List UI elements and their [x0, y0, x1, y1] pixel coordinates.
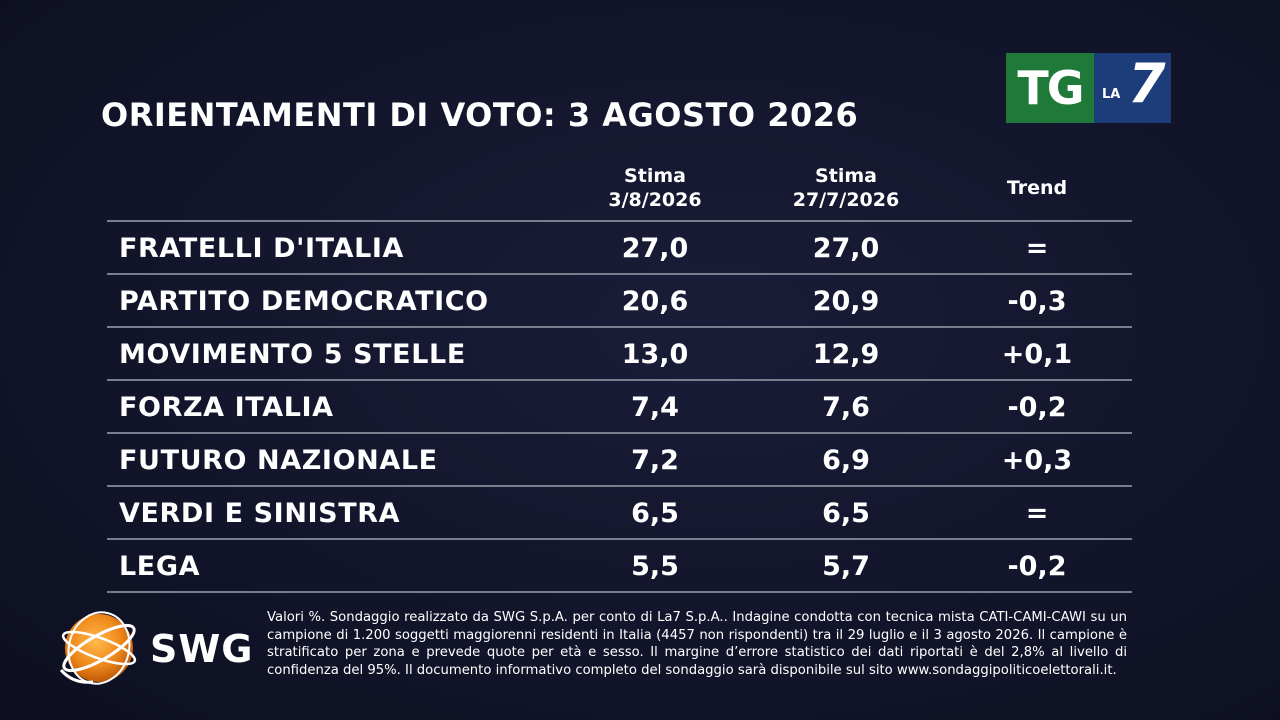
header-estimate-previous: Stima 27/7/2026	[776, 164, 916, 212]
party-name: MOVIMENTO 5 STELLE	[119, 339, 466, 370]
table-row: VERDI E SINISTRA 6,5 6,5 =	[107, 487, 1132, 540]
tg-logo-text: TG	[1017, 61, 1084, 115]
table-header: Stima 3/8/2026 Stima 27/7/2026 Trend	[107, 162, 1132, 222]
la-logo-text: LA	[1102, 87, 1121, 102]
estimate-current: 7,4	[631, 392, 679, 423]
party-name: LEGA	[119, 551, 201, 582]
party-name: PARTITO DEMOCRATICO	[119, 286, 489, 317]
party-name: FORZA ITALIA	[119, 392, 334, 423]
trend-value: -0,3	[1007, 286, 1067, 317]
table-row: PARTITO DEMOCRATICO 20,6 20,9 -0,3	[107, 275, 1132, 328]
poll-table: Stima 3/8/2026 Stima 27/7/2026 Trend FRA…	[107, 162, 1132, 593]
estimate-previous: 7,6	[822, 392, 870, 423]
trend-value: =	[1025, 233, 1049, 264]
table-row: FUTURO NAZIONALE 7,2 6,9 +0,3	[107, 434, 1132, 487]
estimate-current: 27,0	[621, 233, 689, 264]
estimate-current: 6,5	[631, 498, 679, 529]
estimate-current: 5,5	[631, 551, 679, 582]
estimate-previous: 6,5	[822, 498, 870, 529]
header-estimate-current-line1: Stima	[624, 165, 686, 187]
table-row: FRATELLI D'ITALIA 27,0 27,0 =	[107, 222, 1132, 275]
swg-logo-text: SWG	[150, 627, 254, 671]
header-estimate-current-line2: 3/8/2026	[608, 189, 702, 211]
estimate-previous: 6,9	[822, 445, 870, 476]
page-title: ORIENTAMENTI DI VOTO: 3 AGOSTO 2026	[101, 96, 859, 134]
party-name: VERDI E SINISTRA	[119, 498, 401, 529]
estimate-previous: 20,9	[812, 286, 880, 317]
swg-globe-icon	[59, 611, 137, 685]
table-row: FORZA ITALIA 7,4 7,6 -0,2	[107, 381, 1132, 434]
table-row: MOVIMENTO 5 STELLE 13,0 12,9 +0,1	[107, 328, 1132, 381]
trend-value: +0,3	[1001, 445, 1073, 476]
estimate-current: 20,6	[621, 286, 689, 317]
estimate-previous: 27,0	[812, 233, 880, 264]
estimate-previous: 5,7	[822, 551, 870, 582]
trend-value: =	[1025, 498, 1049, 529]
table-row: LEGA 5,5 5,7 -0,2	[107, 540, 1132, 593]
header-estimate-current: Stima 3/8/2026	[585, 164, 725, 212]
header-estimate-previous-line1: Stima	[815, 165, 877, 187]
estimate-current: 13,0	[621, 339, 689, 370]
estimate-previous: 12,9	[812, 339, 880, 370]
header-estimate-previous-line2: 27/7/2026	[792, 189, 900, 211]
tg-logo-box: TG	[1006, 53, 1094, 123]
seven-logo-text: 7	[1128, 52, 1166, 115]
tg-la7-logo: TG LA 7	[1006, 53, 1171, 123]
trend-value: -0,2	[1007, 392, 1067, 423]
la7-logo-box: LA 7	[1094, 53, 1171, 123]
trend-value: -0,2	[1007, 551, 1067, 582]
party-name: FUTURO NAZIONALE	[119, 445, 438, 476]
methodology-footnote: Valori %. Sondaggio realizzato da SWG S.…	[267, 610, 1127, 678]
party-name: FRATELLI D'ITALIA	[119, 233, 405, 264]
estimate-current: 7,2	[631, 445, 679, 476]
trend-value: +0,1	[1001, 339, 1073, 370]
header-trend: Trend	[1006, 177, 1068, 199]
